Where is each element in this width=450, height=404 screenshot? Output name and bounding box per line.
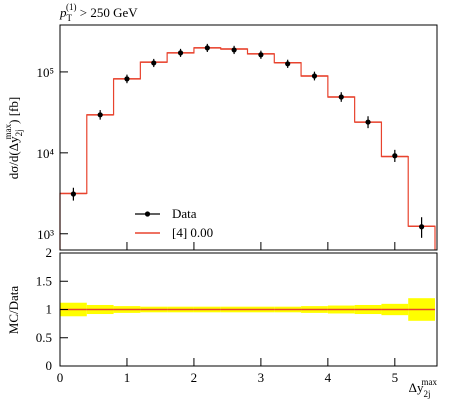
x-axis-label: Δy2j max [409, 377, 438, 399]
title-part: T [67, 13, 73, 23]
x-tick-label: 0 [57, 370, 64, 385]
x-tick-label: 5 [392, 370, 399, 385]
data-point [124, 76, 130, 82]
data-point [258, 52, 264, 58]
ylabel-part: 2j [14, 129, 24, 136]
ylabel-part: max [3, 123, 13, 139]
x-tick-label: 3 [258, 370, 265, 385]
y-tick-label: 0.5 [36, 330, 52, 345]
legend-label: [4] 0.00 [172, 225, 213, 240]
data-point [204, 45, 210, 51]
ratio-y-axis-label: MC/Data [6, 286, 21, 335]
y-tick-label: 2 [46, 245, 53, 260]
y-tick-label: 1 [46, 302, 53, 317]
data-point [177, 50, 184, 56]
y-tick-label: 1.5 [36, 273, 52, 288]
legend-label: Data [172, 206, 197, 221]
ylabel-part: dσ/d(Δy [6, 136, 21, 179]
y-tick-label: 10⁴ [36, 146, 54, 161]
chart-title: pT(1) > 250 GeV [59, 2, 138, 23]
plot-frame [59, 24, 438, 251]
data-point [285, 61, 291, 67]
data-point [338, 94, 344, 100]
x-tick-label: 4 [325, 370, 332, 385]
data-point [70, 191, 76, 197]
x-tick-label: 1 [124, 370, 131, 385]
y-axis-label: dσ/d(Δy2jmax) [fb] [3, 97, 24, 179]
title-part: p [59, 5, 67, 20]
title-part: (1) [66, 2, 77, 12]
data-point [97, 112, 103, 118]
data-point [231, 47, 237, 53]
data-point [392, 153, 398, 159]
y-tick-label: 0 [46, 358, 53, 373]
y-tick-label: 10³ [37, 227, 54, 242]
x-tick-label: 2 [191, 370, 198, 385]
title-part: > 250 GeV [77, 5, 139, 20]
data-point [151, 60, 157, 66]
xlabel-part: 2j [423, 389, 430, 399]
y-tick-label: 10⁵ [36, 65, 54, 80]
xlabel-part: max [422, 377, 438, 387]
data-point [419, 224, 425, 230]
xlabel-part: Δy [409, 380, 424, 395]
legend-marker [144, 211, 151, 217]
ylabel-part: ) [fb] [6, 97, 21, 124]
data-point [311, 73, 318, 79]
step-connector [59, 47, 436, 250]
data-point [365, 119, 371, 125]
